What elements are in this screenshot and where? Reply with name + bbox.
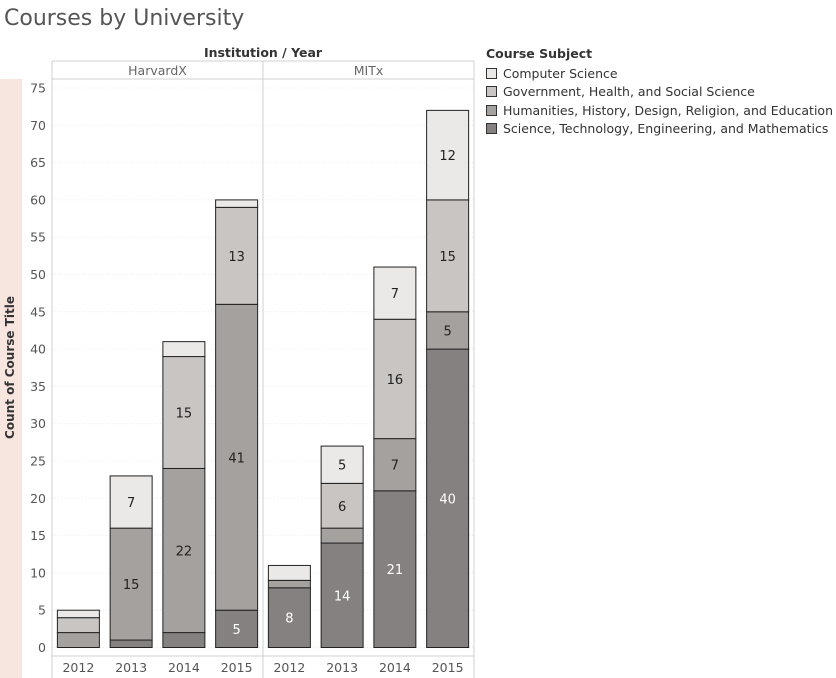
data-label: 5 xyxy=(232,623,240,638)
bar-segment xyxy=(267,564,311,581)
legend-item[interactable]: Humanities, History, Design, Religion, a… xyxy=(486,101,833,120)
legend: Course Subject Computer Science Governme… xyxy=(486,46,833,138)
data-label: 12 xyxy=(439,149,456,164)
bar-segment xyxy=(320,482,364,529)
y-tick-label: 15 xyxy=(30,528,46,543)
bar-segment xyxy=(56,609,100,619)
panel-name: MITx xyxy=(354,63,384,78)
data-label: 6 xyxy=(338,500,346,515)
legend-swatch xyxy=(486,67,497,79)
y-tick-label: 75 xyxy=(30,81,46,96)
bar-segment xyxy=(320,445,364,484)
legend-item[interactable]: Computer Science xyxy=(486,64,833,83)
bar-segment xyxy=(215,206,259,305)
legend-item[interactable]: Government, Health, and Social Science xyxy=(486,83,833,102)
bar-segment xyxy=(426,348,470,648)
chart-title: Courses by University xyxy=(4,6,245,31)
bar-segment xyxy=(56,632,100,649)
legend-title: Course Subject xyxy=(486,46,593,61)
bar-segment xyxy=(162,356,206,469)
bar-segment xyxy=(162,341,206,358)
legend-swatch xyxy=(486,123,497,135)
x-tick-label: 2015 xyxy=(432,660,464,675)
data-label: 7 xyxy=(127,496,135,511)
bar-segment xyxy=(215,609,259,649)
y-tick-label: 65 xyxy=(30,155,46,170)
legend-label: Science, Technology, Engineering, and Ma… xyxy=(503,121,829,137)
x-tick-label: 2014 xyxy=(379,660,411,675)
bar-segment xyxy=(320,527,364,544)
bar-segment xyxy=(373,318,417,440)
x-tick-label: 2015 xyxy=(221,660,253,675)
data-label: 21 xyxy=(387,563,404,578)
bar-segment xyxy=(320,542,364,648)
legend-label: Government, Health, and Social Science xyxy=(503,84,755,100)
data-label: 5 xyxy=(443,324,451,339)
x-tick-label: 2012 xyxy=(273,660,305,675)
bar-segment xyxy=(162,467,206,634)
bar-segment xyxy=(215,303,259,611)
data-label: 8 xyxy=(285,612,293,627)
x-tick-label: 2014 xyxy=(168,660,200,675)
data-label: 7 xyxy=(391,287,399,302)
bar-segment xyxy=(373,266,417,320)
legend-item[interactable]: Science, Technology, Engineering, and Ma… xyxy=(486,120,833,139)
data-label: 14 xyxy=(334,589,351,604)
y-tick-label: 40 xyxy=(30,342,46,357)
data-label: 5 xyxy=(338,459,346,474)
data-label: 13 xyxy=(228,250,245,265)
data-label: 15 xyxy=(123,578,140,593)
data-label: 41 xyxy=(228,451,245,466)
bar-segment xyxy=(267,579,311,589)
data-label: 22 xyxy=(176,545,193,560)
y-tick-label: 5 xyxy=(38,603,46,618)
y-axis-band xyxy=(0,79,22,678)
data-label: 15 xyxy=(439,250,456,265)
legend-swatch xyxy=(486,104,497,116)
bar-segment xyxy=(109,639,153,648)
bar-segment xyxy=(56,617,100,634)
y-tick-label: 55 xyxy=(30,230,46,245)
y-axis-label: Count of Course Title xyxy=(3,296,17,439)
bar-segment xyxy=(426,109,470,201)
bar-segment xyxy=(109,527,153,641)
y-tick-label: 25 xyxy=(30,454,46,469)
panel-name: HarvardX xyxy=(128,63,187,78)
bar-segment xyxy=(426,199,470,313)
y-tick-label: 20 xyxy=(30,491,46,506)
bar-segment xyxy=(109,475,153,529)
data-label: 16 xyxy=(387,373,404,388)
bar-segment xyxy=(267,587,311,649)
x-tick-label: 2012 xyxy=(62,660,94,675)
data-label: 15 xyxy=(176,407,193,422)
y-tick-label: 35 xyxy=(30,379,46,394)
legend-swatch xyxy=(486,86,497,98)
x-tick-label: 2013 xyxy=(326,660,358,675)
y-tick-label: 50 xyxy=(30,267,46,282)
bar-segment xyxy=(215,199,259,208)
bar-segment xyxy=(373,438,417,492)
bar-segment xyxy=(426,311,470,350)
y-tick-label: 70 xyxy=(30,118,46,133)
data-label: 40 xyxy=(439,492,456,507)
bar-segment xyxy=(162,632,206,649)
bar-segment xyxy=(373,490,417,648)
legend-label: Humanities, History, Design, Religion, a… xyxy=(503,102,834,118)
y-tick-label: 10 xyxy=(30,565,46,580)
y-tick-label: 45 xyxy=(30,304,46,319)
y-tick-label: 0 xyxy=(38,640,46,655)
y-tick-label: 30 xyxy=(30,416,46,431)
legend-label: Computer Science xyxy=(503,65,618,81)
y-tick-label: 60 xyxy=(30,192,46,207)
data-label: 7 xyxy=(391,459,399,474)
x-tick-label: 2013 xyxy=(115,660,147,675)
column-header: Institution / Year xyxy=(204,45,323,60)
